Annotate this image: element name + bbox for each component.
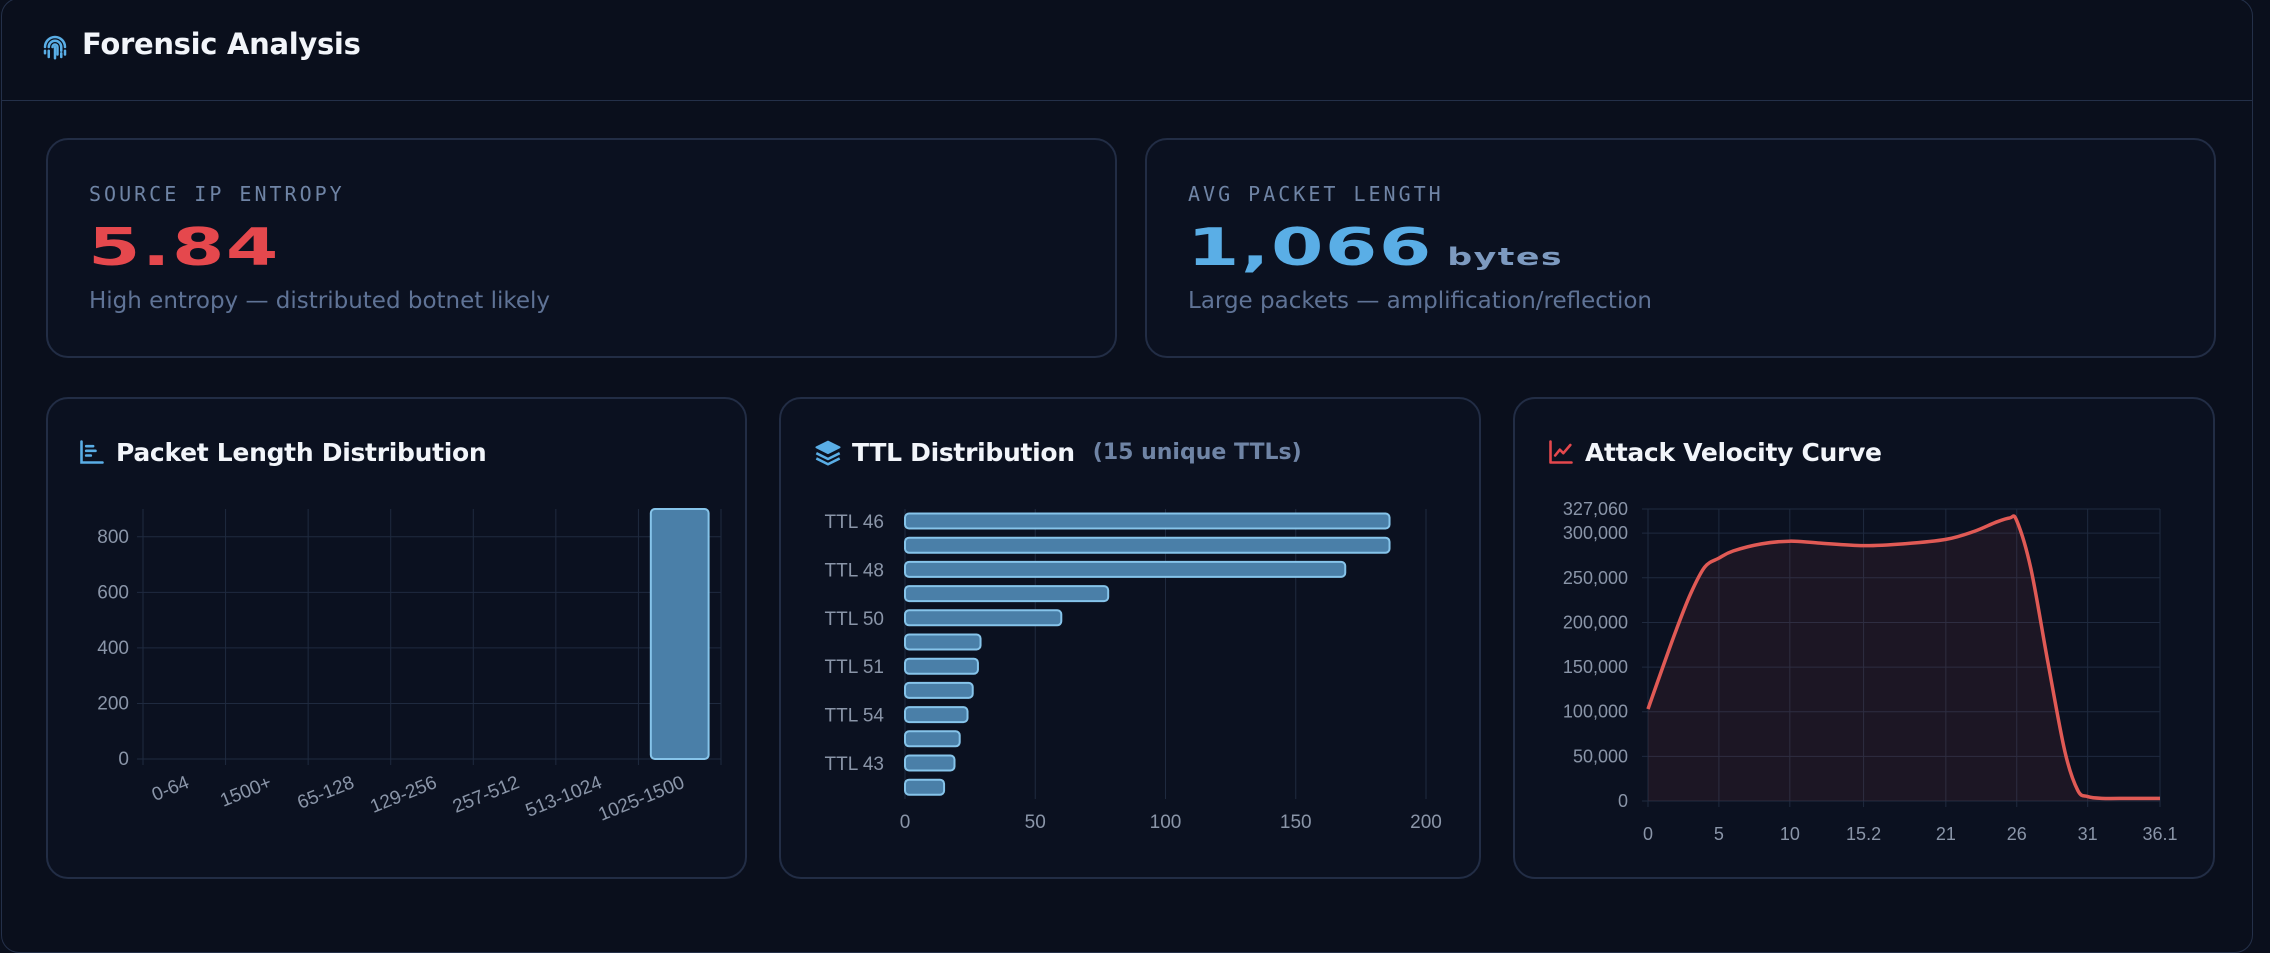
bar xyxy=(904,560,1347,578)
y-tick-label: TTL 48 xyxy=(825,560,885,581)
y-tick-label: TTL 50 xyxy=(825,609,885,630)
y-tick-label: 250,000 xyxy=(1563,568,1628,588)
x-tick-label: 50 xyxy=(1025,812,1046,833)
x-tick-label: 36.1 xyxy=(2142,824,2177,844)
bar xyxy=(904,681,974,699)
y-tick-label: 50,000 xyxy=(1573,746,1628,766)
x-tick-label: 1025-1500 xyxy=(595,772,687,826)
panel-heading: Packet Length Distribution xyxy=(78,432,487,472)
kpi-value: 1,066 bytes xyxy=(1187,218,1563,278)
bar xyxy=(904,609,1063,627)
bar xyxy=(904,633,982,651)
panel-title: Packet Length Distribution xyxy=(116,437,487,467)
y-tick-label: TTL 43 xyxy=(825,754,885,775)
x-tick-label: 0-64 xyxy=(149,772,193,806)
bar xyxy=(649,508,710,760)
panel-heading: TTL Distribution (15 unique TTLs) xyxy=(814,432,1302,472)
bar xyxy=(904,706,969,724)
y-tick-label: TTL 54 xyxy=(825,706,885,727)
bar xyxy=(904,512,1391,530)
kpi-card-packet-length: AVG PACKET LENGTH 1,066 bytes Large packe… xyxy=(1145,138,2216,358)
panel-heading: Attack Velocity Curve xyxy=(1547,432,1882,472)
kpi-label: SOURCE IP ENTROPY xyxy=(89,182,345,206)
y-tick-label: 0 xyxy=(118,749,129,770)
x-tick-label: 200 xyxy=(1410,812,1442,833)
x-tick-label: 31 xyxy=(2078,824,2098,844)
page-title: Forensic Analysis xyxy=(82,27,361,61)
x-tick-label: 26 xyxy=(2007,824,2027,844)
velocity-panel: Attack Velocity Curve 0 5 10 15.2 21 26 31 36.1… xyxy=(1513,397,2215,879)
entropy-value: 5.84 xyxy=(88,218,280,278)
ttl-panel: TTL Distribution (15 unique TTLs) 0 50 100… xyxy=(779,397,1481,879)
area-fill xyxy=(1648,515,2160,801)
kpi-description: Large packets — amplification/reflection xyxy=(1188,288,1652,314)
layers-icon xyxy=(815,440,841,466)
panel-title: TTL Distribution xyxy=(852,437,1075,467)
x-tick-label: 129-256 xyxy=(367,772,440,818)
x-tick-label: 257-512 xyxy=(450,772,523,818)
ttl-chart: 0 50 100 150 200 TTL 46 TTL 48 TTL 50 TTL 51 TTL … xyxy=(825,509,1442,833)
x-tick-label: 100 xyxy=(1150,812,1182,833)
x-tick-label: 150 xyxy=(1280,812,1312,833)
y-tick-label: 150,000 xyxy=(1563,657,1628,677)
x-tick-label: 0 xyxy=(900,812,911,833)
bar xyxy=(904,730,961,748)
velocity-line xyxy=(1646,514,2160,801)
x-tick-label: 10 xyxy=(1780,824,1800,844)
packet-length-unit: bytes xyxy=(1447,243,1564,271)
packet-length-panel: Packet Length Distribution 0 200 400 600 800… xyxy=(46,397,747,879)
packet-length-value: 1,066 xyxy=(1187,218,1433,278)
y-tick-label: 400 xyxy=(97,638,129,659)
bar xyxy=(904,657,979,675)
bar xyxy=(904,778,946,796)
bar xyxy=(904,754,956,772)
y-tick-label: 0 xyxy=(1618,791,1628,811)
y-tick-label: 600 xyxy=(97,582,129,603)
x-tick-label: 1500+ xyxy=(217,772,274,811)
panel-header: Forensic Analysis xyxy=(2,0,2252,101)
velocity-chart: 0 5 10 15.2 21 26 31 36.1 0 50,000 100,000 150,000 2… xyxy=(1563,499,2178,844)
panel-subtitle: (15 unique TTLs) xyxy=(1092,439,1302,465)
y-tick-label: TTL 46 xyxy=(825,512,885,533)
y-tick-label: 800 xyxy=(97,527,129,548)
kpi-description: High entropy — distributed botnet likely xyxy=(89,288,551,314)
x-tick-label: 21 xyxy=(1936,824,1956,844)
y-tick-label: TTL 51 xyxy=(825,657,885,678)
panel-title: Attack Velocity Curve xyxy=(1585,437,1882,467)
bar xyxy=(904,536,1391,554)
kpi-value: 5.84 xyxy=(88,218,280,278)
y-tick-label: 100,000 xyxy=(1563,702,1628,722)
x-tick-label: 0 xyxy=(1643,824,1653,844)
x-tick-label: 5 xyxy=(1714,824,1724,844)
bar xyxy=(904,585,1110,603)
y-tick-label: 200,000 xyxy=(1563,612,1628,632)
kpi-label: AVG PACKET LENGTH xyxy=(1188,182,1444,206)
x-tick-label: 15.2 xyxy=(1846,824,1881,844)
y-tick-label: 200 xyxy=(97,693,129,714)
chart-line-icon xyxy=(1549,440,1573,464)
chart-bar-icon xyxy=(80,440,104,464)
kpi-card-entropy: SOURCE IP ENTROPY 5.84 High entropy — di… xyxy=(46,138,1117,358)
y-tick-label: 300,000 xyxy=(1563,523,1628,543)
x-tick-label: 513-1024 xyxy=(523,772,606,822)
y-tick-label: 327,060 xyxy=(1563,499,1628,519)
x-tick-label: 65-128 xyxy=(295,772,358,814)
fingerprint-icon xyxy=(43,35,67,60)
packet-length-chart: 0 200 400 600 800 0-64 1500+ 65-128 129-256 257-5… xyxy=(97,508,722,826)
